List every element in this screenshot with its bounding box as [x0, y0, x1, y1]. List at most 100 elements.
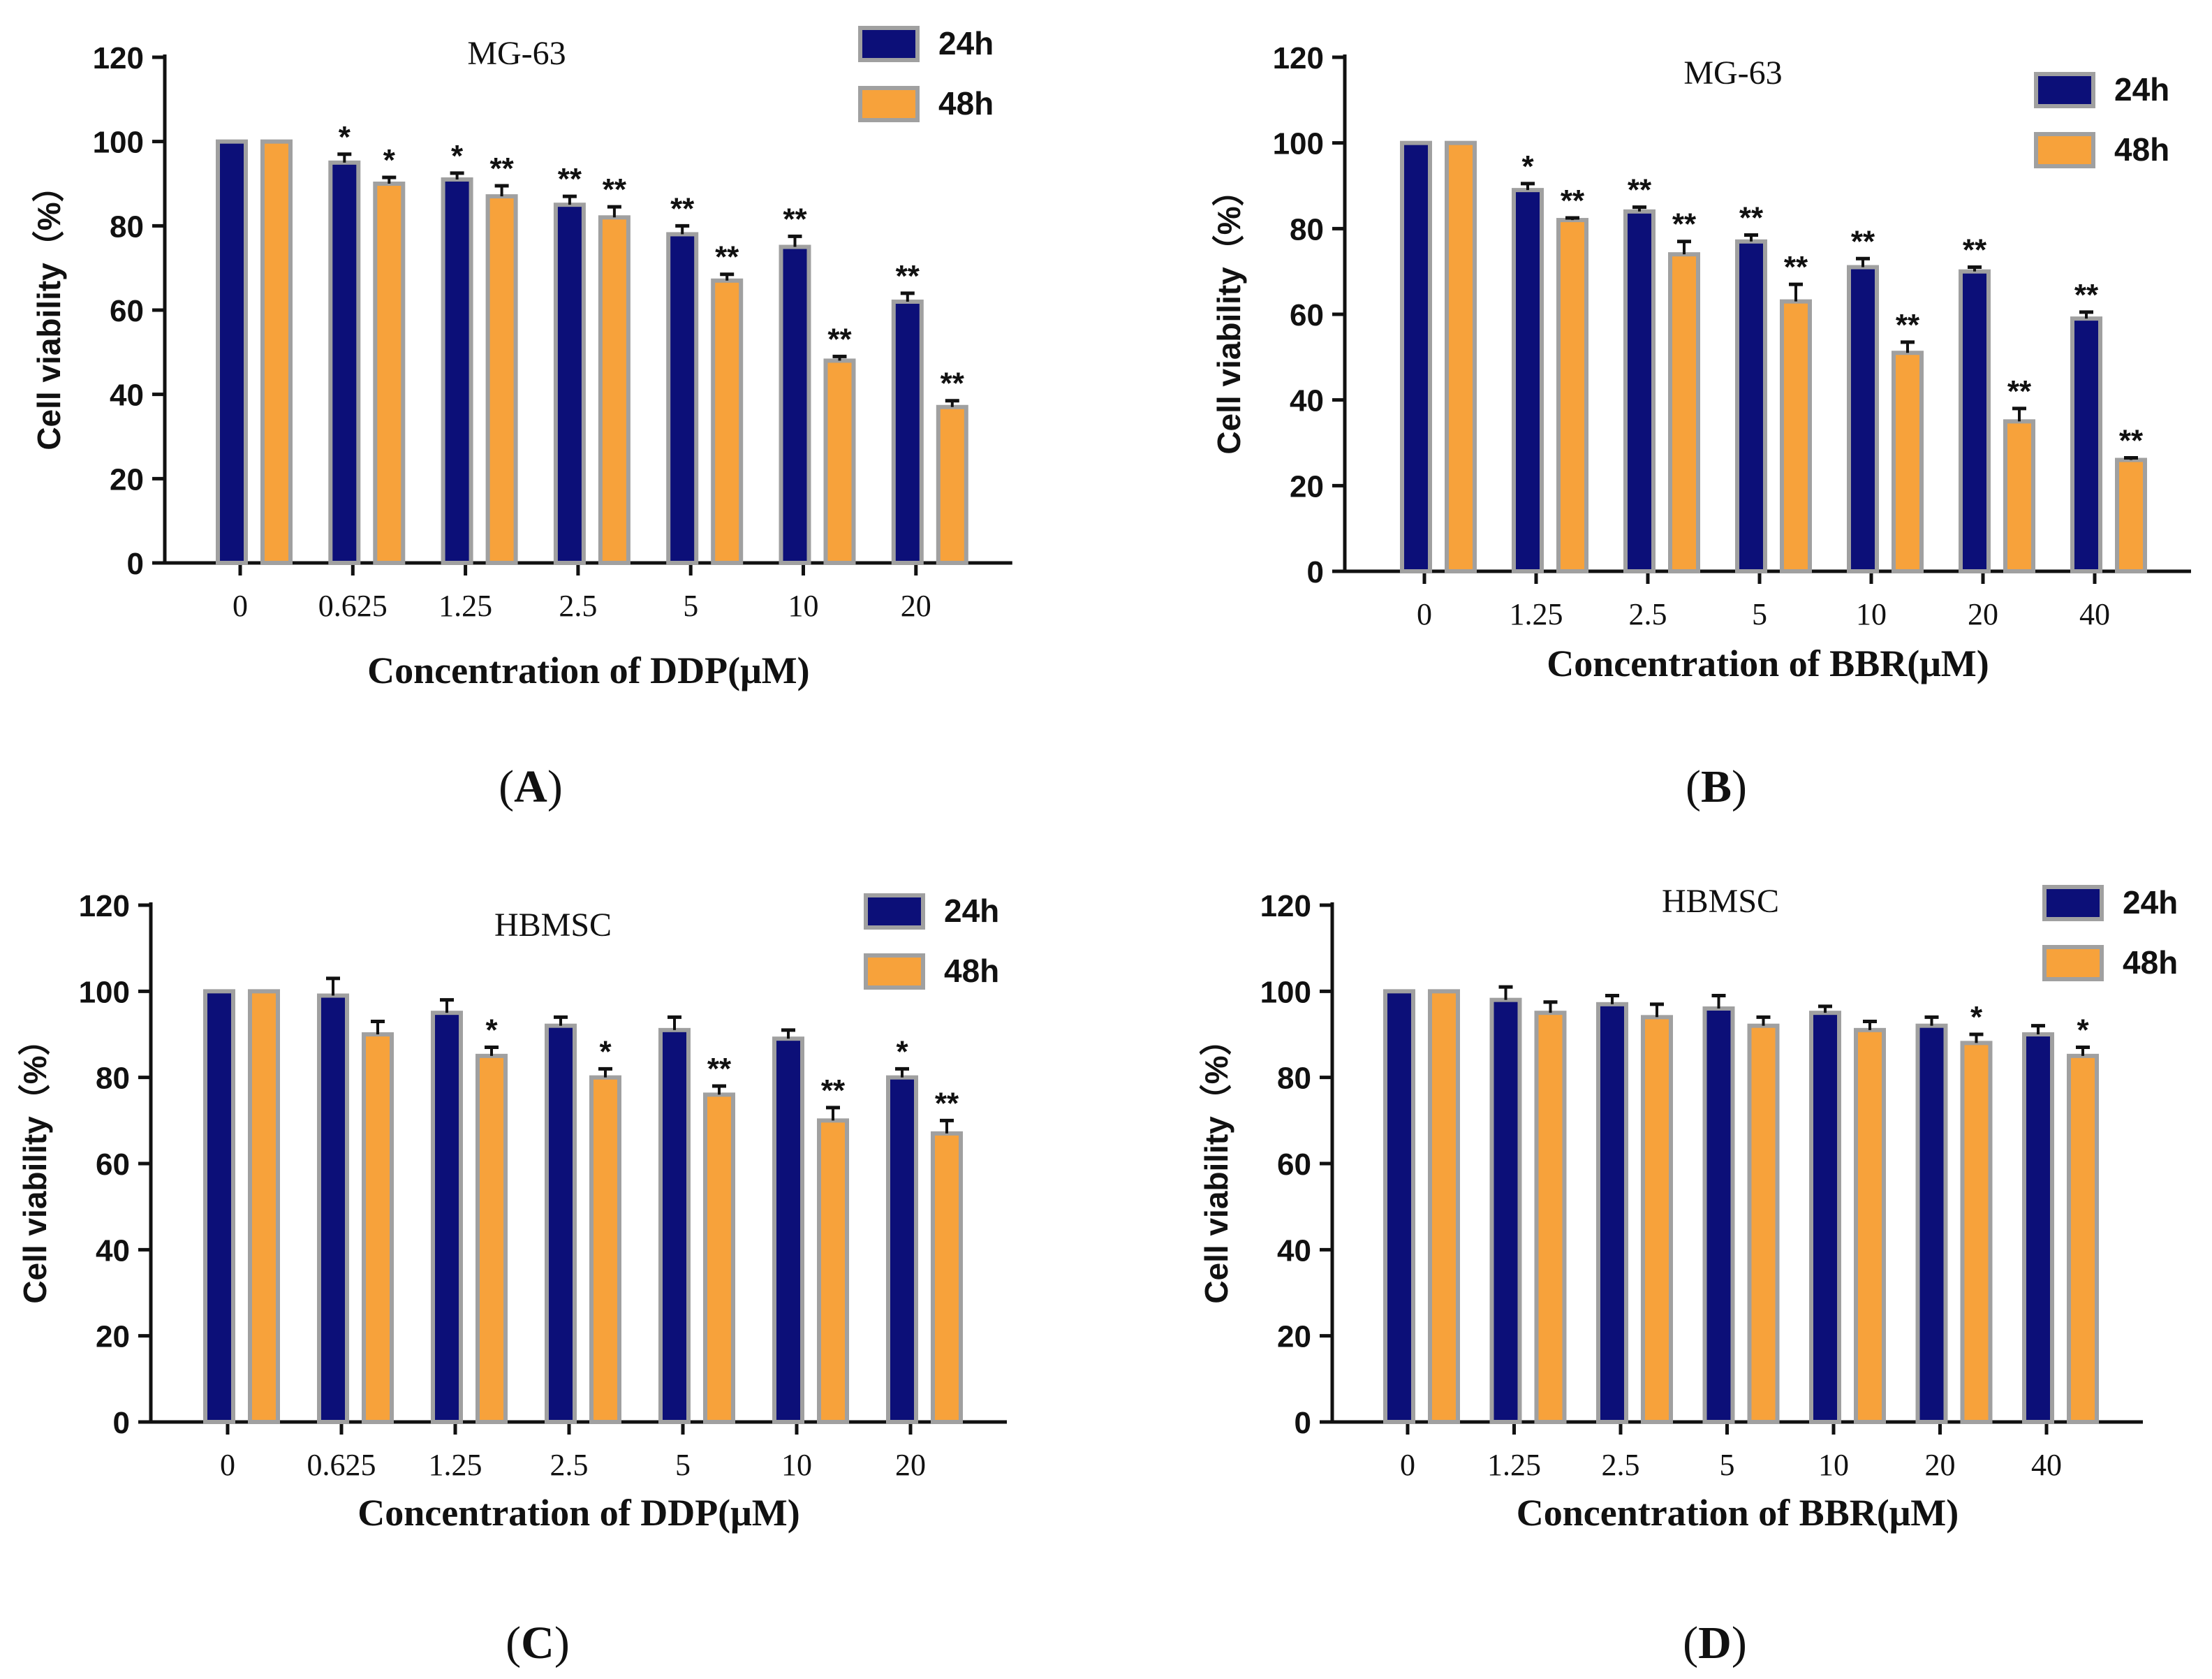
significance-marker: **	[2119, 423, 2144, 457]
y-tick-label: 80	[96, 1062, 130, 1096]
legend-swatch-48h	[858, 86, 920, 122]
y-tick-label: 120	[79, 889, 130, 923]
legend-label-24h: 24h	[938, 25, 994, 61]
legend: 24h 48h	[2042, 884, 2178, 981]
y-tick-label: 60	[1277, 1148, 1311, 1182]
bar-24h-1.25	[1489, 997, 1522, 1424]
legend-swatch-24h	[864, 893, 925, 930]
bar-24h-1.25	[431, 1011, 463, 1424]
significance-marker: **	[783, 202, 807, 236]
chart-panel-d: 0 20 40 60 80 100 120 0 1.25 2.5 5 10 20 * 40 * Cell via…	[1198, 883, 2178, 1669]
bar-24h-2.5	[553, 203, 586, 565]
x-tick-label: 10	[781, 1448, 812, 1482]
significance-marker: **	[935, 1086, 959, 1120]
panel-label: (B)	[1686, 761, 1747, 812]
significance-marker: *	[1970, 1000, 1983, 1034]
y-tick-label: 60	[96, 1148, 130, 1182]
x-tick-label: 0.625	[318, 589, 388, 623]
x-tick-label: 5	[1720, 1448, 1735, 1482]
legend-swatch-24h	[858, 26, 920, 62]
panel-label-letter: A	[514, 761, 547, 812]
significance-marker: **	[821, 1073, 846, 1108]
bar-48h-5	[1747, 1023, 1780, 1424]
y-tick-label: 20	[96, 1320, 130, 1354]
bar-24h-20	[886, 1075, 918, 1424]
bar-24h-10	[772, 1036, 804, 1424]
bar-48h-10	[817, 1118, 849, 1425]
bar-48h-2.5	[1641, 1015, 1673, 1425]
x-axis-label: Concentration of DDP(μM)	[357, 1492, 799, 1534]
y-tick-label: 80	[1290, 212, 1324, 247]
bar-48h-2.5	[589, 1075, 621, 1424]
bar-24h-5	[1735, 239, 1767, 573]
legend: 24h 48h	[2034, 71, 2169, 168]
bar-24h-2.5	[545, 1023, 577, 1424]
legend-label-24h: 24h	[2123, 884, 2178, 921]
significance-marker: *	[599, 1034, 612, 1069]
panel-label-letter: C	[521, 1618, 554, 1669]
y-tick-label: 20	[110, 462, 144, 497]
panel-label: (C)	[506, 1618, 570, 1669]
x-tick-label: 2.5	[550, 1448, 589, 1482]
bar-48h-20	[1960, 1041, 1993, 1425]
bar-24h-10	[1809, 1011, 1841, 1424]
bar-48h-0	[248, 989, 280, 1425]
bar-24h-0	[203, 989, 235, 1425]
x-tick-label: 20	[1925, 1448, 1956, 1482]
bar-24h-20	[1959, 269, 1991, 573]
x-tick-label: 2.5	[559, 589, 597, 623]
y-tick-label: 100	[1273, 127, 1324, 161]
bar-48h-1.25	[1556, 218, 1588, 573]
bar-48h-20	[931, 1131, 963, 1425]
bar-24h-0.625	[328, 160, 361, 566]
x-tick-label: 10	[788, 589, 819, 623]
x-tick-label: 40	[2079, 597, 2110, 631]
y-axis-label: Cell viability（%）	[31, 170, 67, 450]
panel-label-open: (	[506, 1618, 521, 1669]
y-tick-label: 60	[1290, 298, 1324, 332]
panel-label: (D)	[1683, 1618, 1747, 1669]
x-tick-label: 10	[1818, 1448, 1849, 1482]
legend-label-48h: 48h	[2114, 131, 2169, 168]
x-tick-label: 20	[895, 1448, 926, 1482]
bar-24h-0	[216, 139, 248, 565]
x-tick-label: 1.25	[1510, 597, 1563, 631]
significance-marker: *	[451, 139, 464, 173]
significance-marker: **	[827, 322, 852, 356]
y-tick-label: 100	[93, 126, 144, 160]
bar-48h-20	[2003, 419, 2035, 573]
panel-label-close: )	[1732, 761, 1747, 812]
x-tick-label: 0	[1400, 1448, 1415, 1482]
panel-label: (A)	[499, 761, 563, 812]
x-tick-label: 1.25	[1487, 1448, 1541, 1482]
x-tick-label: 1.25	[438, 589, 492, 623]
panel-label-close: )	[1732, 1618, 1747, 1669]
x-tick-label: 10	[1856, 597, 1887, 631]
y-axis-label: Cell viability（%）	[1198, 1023, 1234, 1303]
chart-title: HBMSC	[1662, 883, 1779, 920]
legend-label-48h: 48h	[2123, 944, 2178, 981]
bar-48h-0	[1445, 140, 1477, 573]
x-tick-label: 0	[233, 589, 248, 623]
significance-marker: **	[2074, 278, 2099, 312]
significance-marker: **	[896, 259, 920, 293]
bar-48h-1.25	[485, 194, 518, 566]
y-tick-label: 80	[110, 210, 144, 244]
y-tick-label: 100	[1260, 975, 1311, 1009]
bar-24h-2.5	[1596, 1002, 1628, 1425]
x-axis-label: Concentration of BBR(μM)	[1547, 643, 1989, 684]
significance-marker: **	[941, 367, 965, 401]
panel-label-close: )	[554, 1618, 570, 1669]
bar-24h-1.25	[1512, 188, 1544, 573]
bar-24h-0.625	[317, 993, 349, 1424]
y-tick-label: 120	[93, 41, 144, 75]
bar-24h-20	[891, 299, 924, 565]
y-tick-label: 40	[1290, 384, 1324, 418]
legend: 24h 48h	[858, 25, 994, 122]
x-tick-label: 20	[1968, 597, 1998, 631]
significance-marker: *	[2077, 1013, 2089, 1048]
bar-48h-5	[1780, 299, 1812, 573]
legend-swatch-48h	[864, 953, 925, 990]
significance-marker: **	[670, 191, 695, 226]
